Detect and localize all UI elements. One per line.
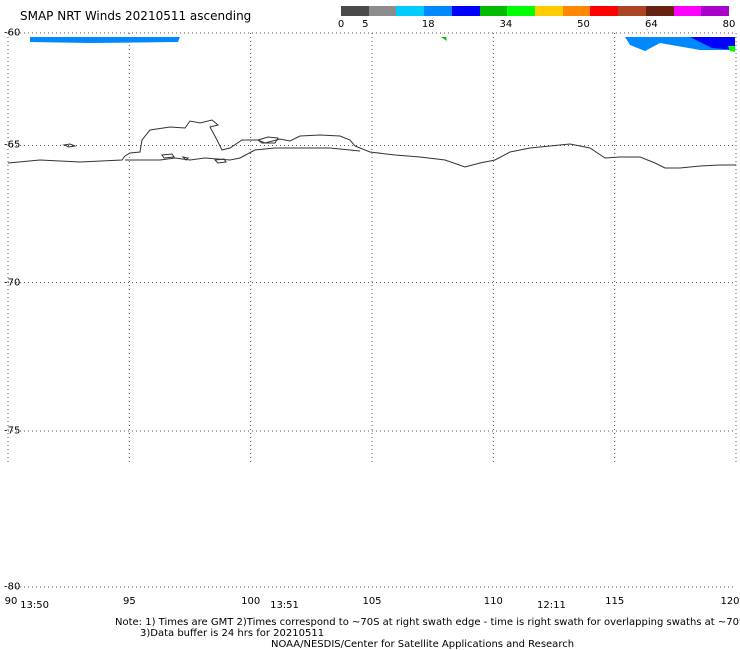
colorbar-segment bbox=[341, 6, 369, 16]
colorbar-segment bbox=[701, 6, 730, 16]
latitude-label: -70 bbox=[4, 277, 21, 289]
longitude-label: 100 bbox=[241, 596, 261, 607]
swath-right-fill-green bbox=[728, 46, 735, 52]
colorbar-segment bbox=[479, 6, 508, 16]
map-title: SMAP NRT Winds 20210511 ascending bbox=[20, 9, 252, 23]
swath-left-fill bbox=[30, 37, 180, 43]
latitude-label: -80 bbox=[4, 581, 21, 593]
swath-time-label: 13:50 bbox=[20, 600, 49, 611]
island-4 bbox=[213, 158, 227, 164]
swath-time-label: 13:51 bbox=[270, 600, 299, 611]
swath-mid-fill bbox=[441, 37, 447, 41]
lat-lon-grid bbox=[7, 32, 737, 588]
latitude-label: -60 bbox=[4, 27, 21, 39]
note-line-2: 3)Data buffer is 24 hrs for 20210511 bbox=[140, 628, 325, 639]
island-1 bbox=[62, 143, 77, 148]
latitude-label: -75 bbox=[4, 425, 21, 437]
colorbar-segment bbox=[645, 6, 674, 16]
latitude-label: -65 bbox=[4, 139, 21, 151]
longitude-label: 90 bbox=[4, 596, 18, 607]
colorbar-tick-label: 64 bbox=[645, 19, 658, 30]
island-2 bbox=[161, 153, 175, 159]
antarctic-coastline bbox=[7, 119, 736, 169]
swath-right-fill-dark bbox=[690, 37, 735, 50]
colorbar-tick-label: 18 bbox=[421, 19, 435, 30]
colorbar-segment bbox=[562, 6, 591, 16]
wind-swath-left bbox=[30, 37, 180, 43]
swath-time-label: 12:11 bbox=[537, 600, 566, 611]
note-line-1: Note: 1) Times are GMT 2)Times correspon… bbox=[115, 617, 740, 628]
note-line-3: NOAA/NESDIS/Center for Satellite Applica… bbox=[271, 639, 575, 650]
colorbar-segment bbox=[424, 6, 452, 16]
colorbar-tick-label: 5 bbox=[362, 19, 369, 30]
longitude-label: 95 bbox=[122, 596, 136, 607]
colorbar-tick-label: 0 bbox=[337, 19, 345, 30]
colorbar-segment bbox=[396, 6, 425, 16]
longitude-label: 110 bbox=[483, 596, 503, 607]
island-3 bbox=[181, 156, 190, 161]
longitude-label: 105 bbox=[362, 596, 382, 607]
longitude-label: 120 bbox=[720, 596, 740, 607]
wind-swath-right bbox=[625, 37, 735, 52]
colorbar-segment bbox=[451, 6, 480, 16]
coastline bbox=[7, 119, 736, 169]
colorbar-segment bbox=[368, 6, 397, 16]
colorbar-segment bbox=[535, 6, 563, 16]
longitude-label: 115 bbox=[605, 596, 625, 607]
coast-inner-line bbox=[125, 147, 361, 161]
colorbar-segment bbox=[590, 6, 619, 16]
island-5 bbox=[256, 136, 279, 144]
wind-swath-mid bbox=[441, 37, 447, 41]
wind-speed-colorbar bbox=[341, 6, 730, 16]
colorbar-segment bbox=[673, 6, 702, 16]
colorbar-segment bbox=[618, 6, 646, 16]
wind-map bbox=[7, 32, 737, 588]
colorbar-segment bbox=[507, 6, 536, 16]
colorbar-tick-label: 80 bbox=[722, 19, 736, 30]
colorbar-tick-label: 34 bbox=[499, 19, 513, 30]
colorbar-tick-label: 50 bbox=[577, 19, 590, 30]
